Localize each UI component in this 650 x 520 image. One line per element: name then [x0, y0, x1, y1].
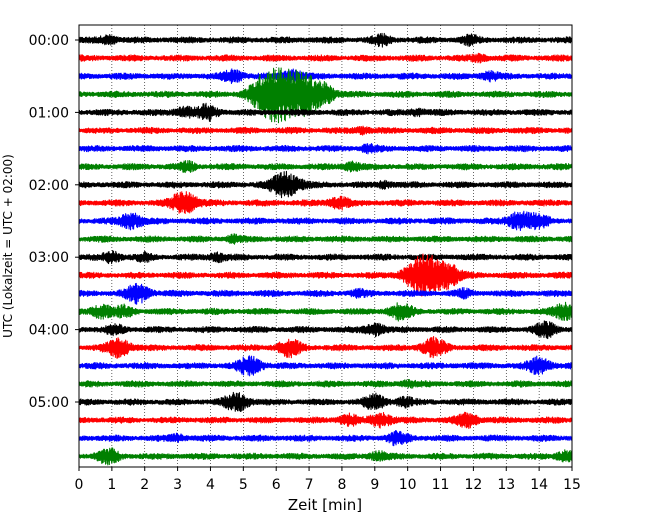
trace-line-0045 [78, 67, 573, 124]
trace-line-0145 [78, 159, 573, 174]
y-tick-label: 05:00 [29, 395, 69, 411]
x-tick-label: 15 [563, 477, 581, 493]
x-tick-label: 7 [305, 477, 314, 493]
trace-line-0230 [78, 210, 573, 232]
trace-line-0445 [78, 378, 573, 389]
trace-line-0300 [78, 250, 573, 265]
x-tick-label: 1 [107, 477, 116, 493]
x-tick-label: 5 [239, 477, 248, 493]
y-tick-label: 03:00 [29, 250, 69, 266]
trace-line-0030 [78, 68, 573, 85]
trace-line-0430 [78, 355, 573, 377]
y-axis-ticks: 00:00 01:00 02:00 03:00 04:00 05:00 [29, 33, 79, 411]
trace-line-0015 [78, 52, 573, 64]
trace-line-0415 [78, 336, 573, 359]
x-tick-label: 6 [272, 477, 281, 493]
trace-line-0245 [78, 233, 573, 245]
trace-line-0130 [78, 143, 573, 155]
x-tick-label: 12 [464, 477, 482, 493]
x-tick-label: 9 [370, 477, 379, 493]
trace-line-0000 [78, 32, 573, 48]
trace-line-0315 [78, 253, 573, 297]
trace-line-0215 [78, 191, 573, 214]
x-tick-label: 4 [206, 477, 215, 493]
trace-line-0400 [78, 320, 573, 340]
x-tick-label: 0 [75, 477, 84, 493]
y-axis-label: UTC (Lokalzeit = UTC + 02:00) [1, 154, 15, 338]
x-tick-label: 13 [497, 477, 515, 493]
trace-line-0200 [78, 170, 573, 199]
plot-frame [78, 24, 573, 468]
x-tick-label: 14 [530, 477, 548, 493]
y-tick-label: 00:00 [29, 33, 69, 49]
trace-line-0545 [78, 447, 573, 466]
x-tick-label: 8 [337, 477, 346, 493]
x-tick-label: 2 [140, 477, 149, 493]
x-tick-label: 10 [399, 477, 417, 493]
trace-line-0515 [78, 411, 573, 429]
trace-line-0100 [78, 102, 573, 122]
x-axis-ticks: 0 1 2 3 4 5 6 7 8 9 10 11 12 13 14 15 [75, 467, 581, 493]
trace-line-0530 [78, 430, 573, 447]
x-tick-label: 11 [432, 477, 450, 493]
y-tick-label: 02:00 [29, 178, 69, 194]
x-tick-label: 3 [173, 477, 182, 493]
trace-line-0115 [78, 125, 573, 136]
trace-line-0500 [78, 391, 573, 412]
x-axis-label: Zeit [min] [288, 496, 362, 514]
trace-line-0330 [78, 282, 573, 305]
seismogram-traces [78, 32, 573, 466]
y-tick-label: 01:00 [29, 105, 69, 121]
y-tick-label: 04:00 [29, 323, 69, 339]
trace-line-0345 [78, 301, 573, 322]
